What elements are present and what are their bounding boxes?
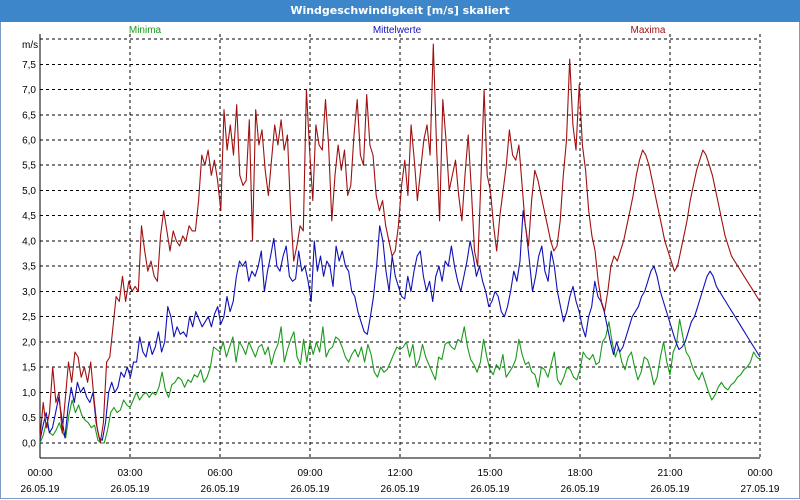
y-tick-label: 7,0 [22, 85, 36, 96]
y-tick-label: 2,0 [22, 337, 36, 348]
x-tick-time: 00:00 [27, 468, 52, 479]
y-tick-label: 1,5 [22, 363, 36, 374]
x-tick-time: 12:00 [387, 468, 412, 479]
series-lines [39, 43, 761, 444]
y-tick-label: 5,5 [22, 161, 36, 172]
x-tick-time: 21:00 [657, 468, 682, 479]
y-tick-label: 5,0 [22, 186, 36, 197]
x-tick-time: 18:00 [567, 468, 592, 479]
legend-item-maxima: Maxima [630, 25, 665, 36]
x-tick-date: 26.05.19 [201, 484, 240, 495]
x-tick-date: 26.05.19 [561, 484, 600, 495]
y-axis-ticks: 0,0 0,5 1,0 1,5 2,0 2,5 3,0 3,5 4,0 4,5 5,0 5,5 6,0 6… [22, 60, 36, 450]
series-line-minima [39, 318, 761, 444]
x-tick-date: 26.05.19 [471, 484, 510, 495]
x-axis-ticks: 00:00 26.05.19 03:00 26.05.19 06:00 26.05.19 0… [21, 468, 780, 495]
y-tick-label: 4,0 [22, 236, 36, 247]
series-line-mittelwerte [39, 210, 761, 441]
y-tick-label: 7,5 [22, 60, 36, 71]
series-line-maxima [39, 43, 761, 444]
axes [39, 34, 760, 459]
y-tick-label: 4,5 [22, 211, 36, 222]
y-tick-label: 6,5 [22, 110, 36, 121]
legend: Minima Mittelwerte Maxima [129, 25, 666, 36]
x-tick-date: 26.05.19 [111, 484, 150, 495]
x-tick-time: 06:00 [207, 468, 232, 479]
y-tick-label: 1,0 [22, 388, 36, 399]
x-tick-time: 00:00 [747, 468, 772, 479]
x-tick-time: 03:00 [117, 468, 142, 479]
y-axis-label: m/s [22, 40, 38, 51]
x-tick-time: 15:00 [477, 468, 502, 479]
x-tick-date: 26.05.19 [21, 484, 60, 495]
legend-item-minima: Minima [129, 25, 162, 36]
legend-item-mittelwerte: Mittelwerte [373, 25, 422, 36]
y-tick-label: 0,5 [22, 413, 36, 424]
window-title: Windgeschwindigkeit [m/s] skaliert [0, 0, 800, 22]
y-tick-label: 3,0 [22, 287, 36, 298]
x-tick-date: 26.05.19 [651, 484, 690, 495]
x-tick-time: 09:00 [297, 468, 322, 479]
x-tick-date: 26.05.19 [381, 484, 420, 495]
x-tick-date: 26.05.19 [291, 484, 330, 495]
y-tick-label: 3,5 [22, 262, 36, 273]
y-tick-label: 6,0 [22, 136, 36, 147]
x-tick-date: 27.05.19 [741, 484, 780, 495]
y-tick-label: 2,5 [22, 312, 36, 323]
y-tick-label: 0,0 [22, 438, 36, 449]
